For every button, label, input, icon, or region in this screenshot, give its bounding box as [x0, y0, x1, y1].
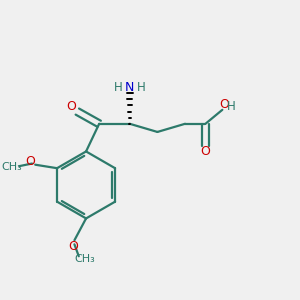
Text: O: O: [219, 98, 229, 111]
Text: CH₃: CH₃: [74, 254, 95, 264]
Text: H: H: [136, 82, 145, 94]
Text: O: O: [200, 145, 210, 158]
Text: N: N: [125, 82, 134, 94]
Text: CH₃: CH₃: [2, 162, 22, 172]
Text: O: O: [25, 155, 35, 168]
Text: O: O: [68, 240, 78, 253]
Text: H: H: [227, 100, 236, 113]
Text: O: O: [67, 100, 76, 113]
Text: H: H: [114, 82, 123, 94]
